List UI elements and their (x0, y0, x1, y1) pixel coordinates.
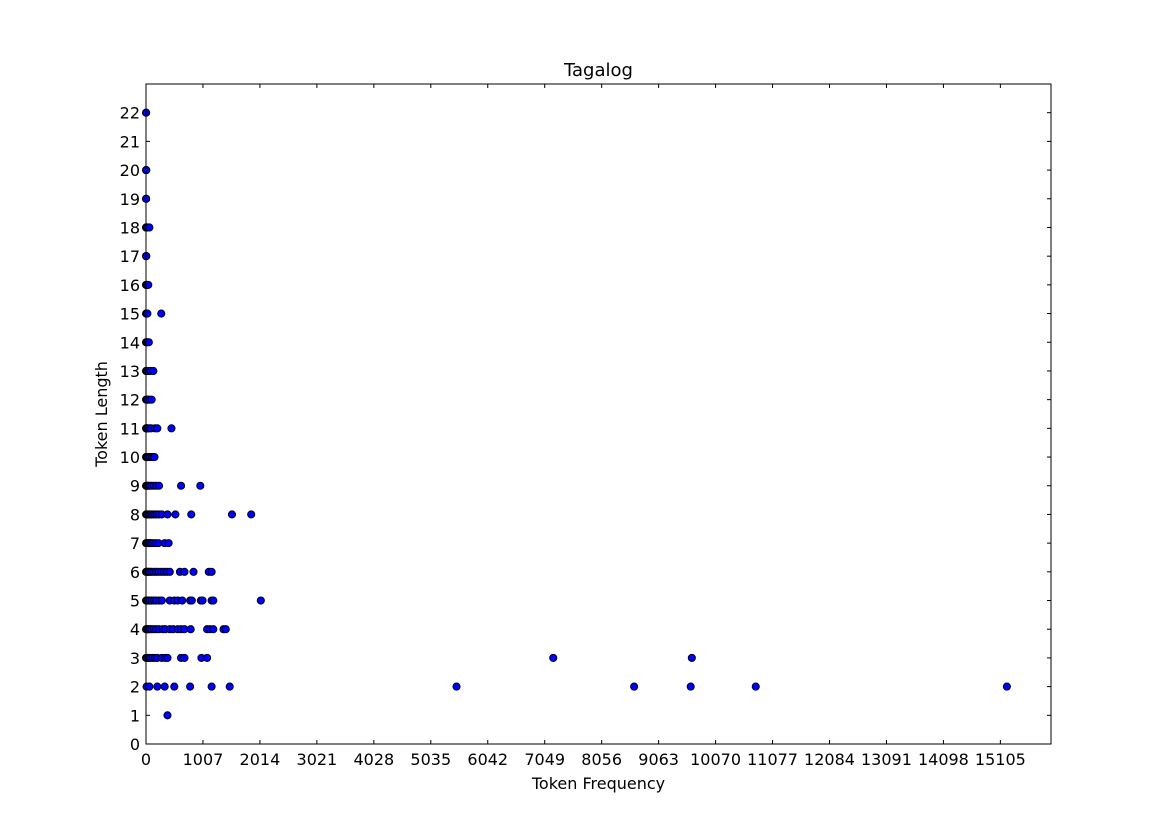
data-point (196, 481, 205, 490)
data-point (153, 424, 162, 433)
data-points (142, 108, 1011, 720)
axis-ticks: 0 1007 2014 3021 4028 5035 6042 7049 8056 9063 100… (120, 84, 1051, 769)
data-point (171, 510, 180, 519)
y-tick-label: 16 (120, 276, 140, 295)
x-tick-label: 8056 (581, 750, 622, 769)
x-tick-label: 11077 (747, 750, 798, 769)
y-tick-label: 9 (130, 477, 140, 496)
y-tick-label: 0 (130, 735, 140, 754)
data-point (163, 510, 172, 519)
data-point (157, 309, 166, 318)
data-point (150, 452, 159, 462)
y-tick-label: 20 (120, 161, 140, 180)
data-point (1002, 682, 1011, 691)
data-point (177, 481, 186, 490)
data-point (227, 510, 237, 519)
y-tick-label: 6 (130, 563, 140, 582)
x-tick-label: 13091 (861, 750, 912, 769)
y-tick-label: 2 (130, 678, 140, 697)
data-point (167, 424, 176, 433)
data-point (549, 653, 558, 662)
data-point (147, 395, 156, 404)
data-point (209, 625, 218, 634)
data-point (630, 682, 639, 691)
data-point (203, 653, 212, 662)
y-tick-label: 22 (120, 104, 140, 123)
data-point (452, 682, 461, 691)
data-point (178, 596, 187, 605)
y-axis-label: Token Length (92, 361, 111, 468)
data-point (187, 596, 196, 605)
x-tick-label: 3021 (297, 750, 338, 769)
data-point (686, 682, 695, 691)
x-tick-label: 2014 (240, 750, 281, 769)
y-tick-label: 10 (120, 448, 140, 467)
x-tick-label: 5035 (410, 750, 451, 769)
y-tick-label: 11 (120, 419, 140, 438)
x-tick-label: 15105 (975, 750, 1026, 769)
x-tick-label: 6042 (467, 750, 508, 769)
data-point (198, 596, 207, 605)
x-tick-label: 12084 (804, 750, 855, 769)
y-tick-label: 3 (130, 649, 140, 668)
data-point (751, 682, 760, 691)
data-point (180, 653, 189, 662)
data-point (165, 567, 174, 576)
data-point (164, 539, 173, 548)
x-tick-label: 14098 (918, 750, 969, 769)
data-point (157, 596, 166, 605)
data-point (247, 510, 256, 519)
data-point (160, 682, 169, 691)
data-point (225, 682, 234, 691)
y-tick-label: 8 (130, 505, 140, 524)
data-point (153, 682, 162, 691)
y-tick-label: 13 (120, 362, 140, 381)
data-point (163, 653, 172, 662)
x-tick-label: 1007 (183, 750, 224, 769)
y-tick-label: 21 (120, 132, 140, 151)
y-tick-label: 18 (120, 218, 140, 237)
data-point (207, 567, 216, 576)
data-point (145, 682, 154, 691)
data-point (170, 682, 179, 691)
x-tick-label: 10070 (690, 750, 741, 769)
y-tick-label: 19 (120, 190, 140, 209)
data-point (143, 309, 152, 318)
x-tick-label: 9063 (638, 750, 679, 769)
data-point (221, 625, 230, 634)
data-point (144, 338, 153, 347)
y-tick-label: 7 (130, 534, 140, 553)
plot-area-frame (145, 83, 1052, 745)
x-axis-label: Token Frequency (531, 774, 665, 793)
x-tick-label: 4028 (353, 750, 394, 769)
y-tick-label: 1 (130, 706, 140, 725)
y-tick-label: 14 (120, 333, 140, 352)
y-tick-label: 12 (120, 391, 140, 410)
data-point (145, 223, 154, 232)
y-tick-label: 17 (120, 247, 140, 266)
x-tick-label: 0 (141, 750, 151, 769)
x-tick-label: 7049 (524, 750, 565, 769)
chart-title: Tagalog (563, 60, 633, 81)
data-point (209, 596, 218, 605)
data-point (180, 567, 189, 576)
data-point (207, 682, 216, 691)
data-point (186, 682, 195, 691)
data-point (687, 653, 696, 662)
data-point (187, 510, 196, 519)
y-tick-label: 15 (120, 305, 140, 324)
y-tick-label: 4 (130, 620, 140, 639)
data-point (189, 567, 198, 576)
data-point (163, 711, 172, 720)
data-point (256, 596, 265, 605)
data-point (154, 481, 164, 490)
data-point (186, 625, 195, 634)
data-point (149, 366, 158, 376)
y-tick-label: 5 (130, 592, 140, 611)
